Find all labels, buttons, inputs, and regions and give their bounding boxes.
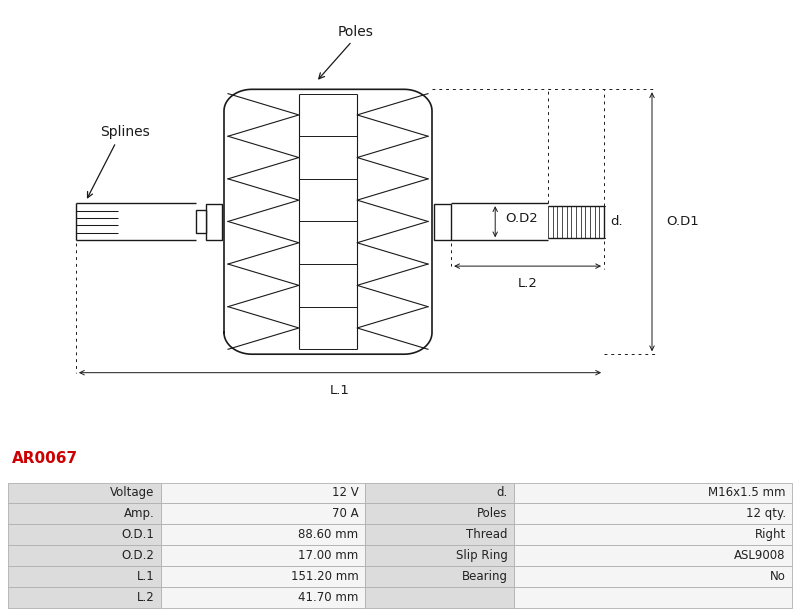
Bar [8, 566, 161, 587]
Text: 88.60 mm: 88.60 mm [298, 529, 358, 541]
Bar [161, 503, 365, 524]
Text: 41.70 mm: 41.70 mm [298, 591, 358, 604]
Text: L.2: L.2 [518, 277, 538, 290]
Bar [161, 566, 365, 587]
Text: Poles: Poles [338, 25, 374, 39]
Text: 151.20 mm: 151.20 mm [290, 570, 358, 583]
Text: O.D.1: O.D.1 [122, 529, 154, 541]
Bar [514, 566, 792, 587]
Bar [8, 545, 161, 566]
Bar [365, 482, 514, 503]
Bar [514, 587, 792, 608]
FancyBboxPatch shape [196, 210, 206, 233]
Text: M16x1.5 mm: M16x1.5 mm [708, 487, 786, 500]
Bar [365, 503, 514, 524]
Bar [8, 482, 161, 503]
Bar [365, 566, 514, 587]
FancyBboxPatch shape [434, 204, 451, 240]
Text: AR0067: AR0067 [12, 452, 78, 466]
Text: 70 A: 70 A [332, 508, 358, 521]
Bar [514, 545, 792, 566]
Text: L.1: L.1 [330, 384, 350, 397]
Text: d.: d. [610, 215, 623, 229]
Bar [161, 524, 365, 545]
Bar [161, 587, 365, 608]
Text: Right: Right [754, 529, 786, 541]
Text: O.D.2: O.D.2 [122, 549, 154, 562]
Bar [365, 545, 514, 566]
Text: 12 V: 12 V [332, 487, 358, 500]
Text: O.D1: O.D1 [666, 215, 699, 229]
Bar [8, 503, 161, 524]
Bar [514, 482, 792, 503]
Bar [8, 587, 161, 608]
Text: Amp.: Amp. [124, 508, 154, 521]
Text: O.D2: O.D2 [505, 212, 538, 225]
Text: Slip Ring: Slip Ring [455, 549, 507, 562]
Bar [514, 503, 792, 524]
Bar [365, 524, 514, 545]
Bar [161, 482, 365, 503]
Text: 17.00 mm: 17.00 mm [298, 549, 358, 562]
FancyBboxPatch shape [206, 204, 222, 240]
Bar [365, 587, 514, 608]
Text: Thread: Thread [466, 529, 507, 541]
Text: No: No [770, 570, 786, 583]
Bar [161, 545, 365, 566]
Text: 12 qty.: 12 qty. [746, 508, 786, 521]
Text: Bearing: Bearing [462, 570, 507, 583]
Text: ASL9008: ASL9008 [734, 549, 786, 562]
Text: Poles: Poles [477, 508, 507, 521]
Text: Splines: Splines [100, 124, 150, 139]
Text: Voltage: Voltage [110, 487, 154, 500]
Bar [514, 524, 792, 545]
Text: L.1: L.1 [137, 570, 154, 583]
Bar [8, 524, 161, 545]
Text: d.: d. [496, 487, 507, 500]
Text: L.2: L.2 [137, 591, 154, 604]
